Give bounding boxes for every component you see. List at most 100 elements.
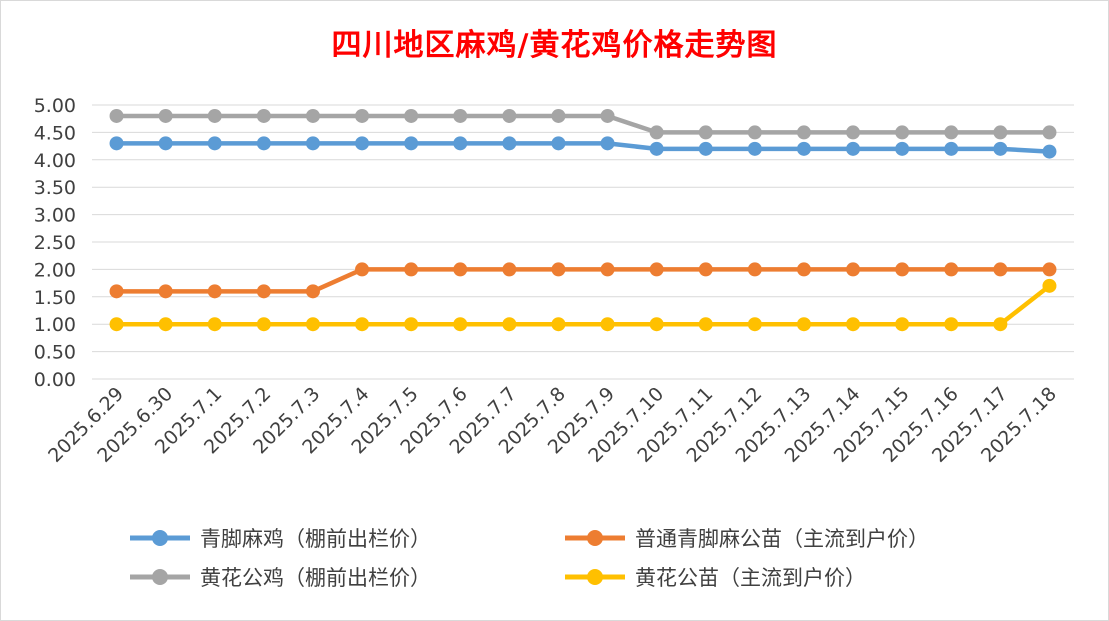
data-point [551, 136, 566, 151]
data-point [256, 108, 271, 123]
data-point [796, 317, 811, 332]
data-point [1042, 125, 1057, 140]
y-tick-label: 4.50 [34, 122, 76, 144]
series-3 [109, 278, 1057, 332]
data-point [502, 108, 517, 123]
data-point [649, 125, 664, 140]
data-point [355, 108, 370, 123]
chart-title: 四川地区麻鸡/黄花鸡价格走势图 [331, 28, 778, 63]
data-point [698, 141, 713, 156]
data-point [207, 136, 222, 151]
data-point [698, 125, 713, 140]
y-tick-label: 0.00 [34, 369, 76, 391]
data-point [551, 262, 566, 277]
data-point [796, 125, 811, 140]
data-point [846, 262, 861, 277]
data-point [551, 317, 566, 332]
legend-label: 青脚麻鸡（棚前出栏价） [200, 527, 431, 551]
legend-label: 黄花公鸡（棚前出栏价） [200, 566, 431, 590]
data-point [1042, 144, 1057, 159]
y-tick-label: 3.50 [34, 177, 76, 199]
data-point [355, 136, 370, 151]
legend-marker [587, 530, 603, 546]
data-point [993, 141, 1008, 156]
data-point [256, 317, 271, 332]
y-tick-label: 0.50 [34, 342, 76, 364]
legend-marker [152, 569, 168, 585]
data-point [109, 317, 124, 332]
data-point [993, 317, 1008, 332]
y-axis-ticks: 0.00 0.50 1.00 1.50 2.00 2.50 3.00 3.50 4.00 4.50… [34, 95, 76, 391]
data-point [404, 317, 419, 332]
data-point [649, 262, 664, 277]
data-point [993, 262, 1008, 277]
data-point [1042, 262, 1057, 277]
data-point [698, 317, 713, 332]
legend-item: 黄花公苗（主流到户价） [565, 566, 866, 590]
data-point [453, 136, 468, 151]
data-point [846, 317, 861, 332]
data-point [207, 317, 222, 332]
data-point [600, 108, 615, 123]
data-point [747, 262, 762, 277]
data-point [895, 317, 910, 332]
series-line [116, 267, 1050, 294]
legend: 青脚麻鸡（棚前出栏价） 黄花公鸡（棚前出栏价） 普通青脚麻公苗（主流到户价） 黄花公苗… [130, 527, 929, 590]
data-point [895, 262, 910, 277]
data-point [747, 125, 762, 140]
data-point [355, 262, 370, 277]
data-point [502, 317, 517, 332]
data-point [600, 136, 615, 151]
data-point [404, 108, 419, 123]
series-1 [109, 108, 1057, 140]
series-0 [109, 136, 1057, 159]
legend-item: 普通青脚麻公苗（主流到户价） [565, 527, 929, 551]
data-point [305, 136, 320, 151]
y-tick-label: 3.00 [34, 205, 76, 227]
data-point [600, 262, 615, 277]
data-point [747, 317, 762, 332]
y-tick-label: 1.50 [34, 287, 76, 309]
data-point [993, 125, 1008, 140]
legend-marker [152, 530, 168, 546]
data-point [305, 108, 320, 123]
data-point [355, 317, 370, 332]
y-tick-label: 2.50 [34, 232, 76, 254]
data-point [944, 141, 959, 156]
data-point [502, 262, 517, 277]
data-point [1042, 278, 1057, 293]
y-tick-label: 5.00 [34, 95, 76, 117]
data-point [502, 136, 517, 151]
data-point [747, 141, 762, 156]
series-line [116, 284, 1051, 327]
legend-marker [587, 569, 603, 585]
data-point [158, 284, 173, 299]
data-point [895, 141, 910, 156]
data-point [846, 141, 861, 156]
data-point [600, 317, 615, 332]
data-point [256, 284, 271, 299]
legend-item: 青脚麻鸡（棚前出栏价） [130, 527, 431, 551]
data-point [453, 108, 468, 123]
data-point [796, 141, 811, 156]
data-point [109, 108, 124, 123]
data-point [944, 317, 959, 332]
data-point [944, 262, 959, 277]
data-point [207, 284, 222, 299]
data-point [404, 262, 419, 277]
legend-label: 黄花公苗（主流到户价） [635, 566, 866, 590]
data-point [944, 125, 959, 140]
y-tick-label: 2.00 [34, 259, 76, 281]
data-point [796, 262, 811, 277]
data-point [256, 136, 271, 151]
data-point [207, 108, 222, 123]
y-tick-label: 1.00 [34, 314, 76, 336]
data-point [649, 317, 664, 332]
legend-label: 普通青脚麻公苗（主流到户价） [635, 527, 929, 551]
x-axis-ticks: 2025.6.292025.6.302025.7.12025.7.22025.7… [44, 383, 1061, 467]
data-point [158, 317, 173, 332]
data-point [551, 108, 566, 123]
series-layer [109, 108, 1057, 332]
